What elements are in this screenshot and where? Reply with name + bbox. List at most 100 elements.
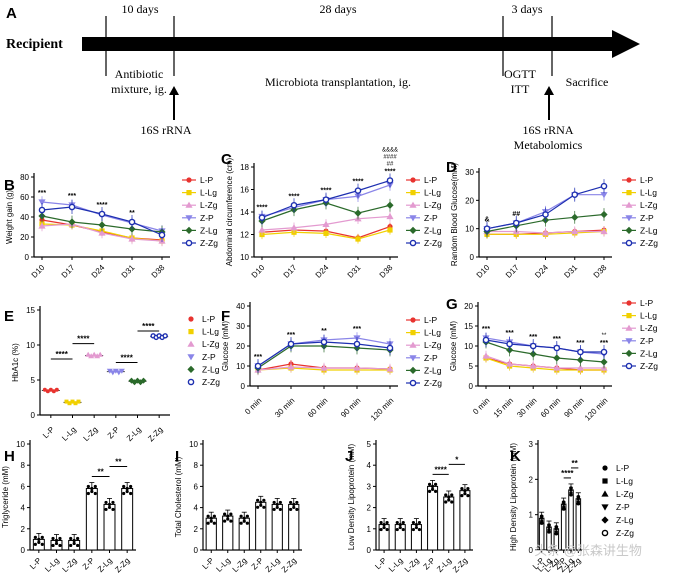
data-point-i-1-3	[223, 519, 227, 523]
sig-label-b-2: ****	[97, 202, 108, 209]
data-point-h-3-3	[86, 491, 90, 496]
y-tick-label-d-0: 0	[470, 253, 475, 262]
data-point-f-L-Zg-4	[386, 365, 394, 372]
data-point-h-1-0	[51, 536, 55, 541]
x-tick-label-g-0: 0 min	[471, 396, 491, 416]
data-point-i-1-1	[226, 514, 230, 518]
x-tick-label-j-5: Z-Zg	[451, 556, 469, 574]
sig-label-k-0: ****	[561, 469, 574, 478]
legend-k: L-P L-Lg L-Zg Z-P Z-Lg Z-Zg	[601, 463, 634, 538]
sig-label-j-1: *	[455, 455, 459, 464]
x-tick-label-g-5: 120 min	[583, 396, 609, 422]
data-point-e-Z-Zg-4	[162, 333, 168, 339]
data-point-e-L-P-4	[54, 387, 59, 392]
data-point-b-Z-Zg-2	[98, 210, 106, 218]
bar-h-3	[85, 488, 98, 551]
bar-j-5	[459, 490, 471, 551]
data-point-h-4-4	[107, 505, 112, 510]
y-tick-label-d-3: 30	[465, 168, 474, 177]
x-tick-label-h-2: L-Zg	[61, 556, 79, 574]
legend-marker-e-3	[187, 354, 195, 361]
panel-letter-d: D	[446, 159, 457, 176]
data-point-d-Z-Lg-3	[571, 213, 579, 221]
legend-label-e-4: Z-Lg	[202, 364, 220, 374]
data-point-j-5-0	[460, 487, 464, 491]
data-point-h-3-5	[93, 491, 97, 496]
data-point-d-Z-Zg-2	[542, 211, 549, 218]
data-point-d-Z-Zg-3	[571, 191, 579, 198]
data-point-d-L-Zg-4	[600, 227, 608, 235]
y-tick-label-i-5: 10	[189, 440, 198, 449]
sig-label-c-2: ****	[321, 188, 332, 195]
sig-extra-g-0: **	[602, 333, 607, 339]
recipient-label: Recipient	[6, 37, 63, 52]
data-point-d-Z-P-4	[600, 192, 608, 199]
y-tick-label-e-0: 0	[31, 411, 36, 420]
data-point-e-Z-P-1	[109, 370, 116, 376]
data-point-e-L-Lg-2	[70, 399, 75, 404]
data-point-j-4-1	[447, 495, 451, 499]
legend-f: L-P L-Lg L-Zg Z-P Z-Lg Z-Zg	[406, 315, 442, 388]
legend-marker-g-5	[625, 362, 633, 370]
data-point-h-1-3	[51, 543, 55, 548]
data-point-h-0-2	[40, 535, 44, 540]
legend-label-g-3: Z-P	[640, 336, 654, 346]
y-tick-label-k-0: 0	[529, 546, 534, 555]
chart-i: I 0 2 4 6 8 10 Total Cholesterol (mM) L-PL-LgL-Z…	[174, 440, 302, 574]
x-tick-label-c-1: D17	[282, 263, 299, 280]
data-point-c-Z-Zg-1	[290, 201, 298, 209]
data-point-f-Z-Zg-4	[386, 344, 394, 352]
data-point-j-0-1	[382, 522, 386, 527]
data-point-i-4-3	[272, 507, 276, 512]
data-point-i-4-2	[278, 500, 282, 505]
data-point-d-L-Zg-3	[571, 227, 579, 235]
data-point-j-1-1	[398, 522, 402, 527]
legend-marker-e-5	[187, 378, 195, 386]
chart-g: G 0 5 10 15 20 Glucose (mM) 0 min 15 min 30 min 60…	[446, 296, 658, 423]
data-point-d-Z-Zg-1	[512, 219, 520, 227]
chart-d: D 0 10 20 30 Random Blood Glucose(mM) D10 D17 D2…	[446, 159, 658, 280]
sig-label-b-3: **	[129, 210, 135, 217]
y-tick-label-g-1: 5	[469, 362, 474, 371]
data-point-e-L-Lg-1	[67, 401, 72, 406]
data-point-e-Z-Lg-4	[140, 377, 147, 384]
x-tick-label-h-3: Z-P	[81, 556, 96, 571]
data-point-g-L-Zg-0	[482, 352, 490, 359]
data-point-g-Z-Zg-0	[482, 336, 490, 344]
legend-label-f-1: L-Lg	[424, 328, 441, 338]
data-point-e-L-Lg-0	[64, 399, 69, 404]
data-point-h-5-2	[129, 484, 133, 489]
x-tick-label-f-3: 90 min	[339, 396, 362, 419]
data-point-j-0-5	[385, 527, 389, 532]
data-point-e-L-Zg-1	[88, 353, 95, 359]
x-tick-label-e-0: L-P	[41, 425, 56, 440]
data-point-i-2-2	[245, 514, 249, 518]
data-point-g-Z-Zg-1	[506, 340, 513, 348]
legend-marker-c-0	[410, 177, 416, 183]
y-tick-label-b-0: 0	[25, 253, 30, 262]
data-point-e-L-Lg-4	[76, 399, 81, 404]
chart-b: B 0 20 40 60 80 Weight gain (g) D10 D17 D24 D31 D38…	[4, 173, 218, 280]
data-point-j-5-2	[466, 487, 470, 491]
y-tick-label-g-2: 10	[464, 342, 473, 351]
panel-letter-b: B	[4, 177, 15, 194]
data-point-d-Z-Lg-4	[600, 210, 608, 219]
x-tick-label-j-2: L-Zg	[403, 556, 421, 574]
data-point-j-2-2	[417, 520, 422, 525]
data-point-g-L-Zg-2	[529, 362, 537, 369]
data-point-h-2-5	[76, 543, 80, 548]
x-tick-label-g-2: 30 min	[515, 396, 538, 419]
legend-g: L-P L-Lg L-Zg Z-P Z-Lg Z-Zg	[622, 298, 658, 371]
y-tick-label-i-3: 6	[194, 482, 199, 491]
data-point-i-4-5	[278, 507, 282, 512]
y-tick-label-i-2: 4	[194, 504, 199, 513]
data-point-c-Z-Zg-4	[386, 177, 394, 184]
y-tick-label-c-3: 16	[240, 186, 249, 195]
sig-label-g-5: ***	[600, 340, 608, 347]
y-axis-label-c: Abdominal circumference (cm)	[225, 157, 234, 266]
legend-marker-k-2	[601, 490, 609, 497]
legend-marker-b-1	[186, 190, 192, 196]
data-point-j-4-4	[447, 498, 451, 502]
data-point-j-3-3	[427, 489, 432, 493]
y-tick-label-f-2: 20	[236, 342, 245, 351]
